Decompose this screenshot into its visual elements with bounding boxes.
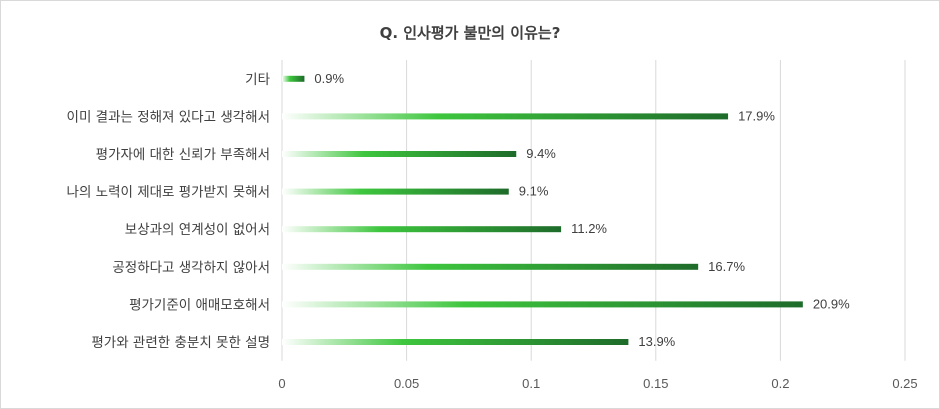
x-tick-label: 0: [278, 376, 285, 391]
category-label: 나의 노력이 제대로 평가받지 못해서: [67, 185, 270, 201]
x-tick-label: 0.1: [522, 376, 540, 391]
category-label: 평가와 관련한 충분치 못한 설명: [91, 335, 270, 351]
bar: [282, 263, 699, 270]
bar: [282, 226, 562, 233]
data-label: 0.9%: [314, 71, 344, 86]
category-label: 이미 결과는 정해져 있다고 생각해서: [67, 109, 270, 125]
bars-layer: [282, 75, 803, 345]
data-label: 9.1%: [519, 184, 549, 199]
category-label: 평가자에 대한 신뢰가 부족해서: [96, 147, 270, 163]
category-label: 공정하다고 생각하지 않아서: [112, 260, 270, 276]
bar: [282, 151, 517, 157]
data-label: 16.7%: [708, 259, 745, 274]
bar: [282, 188, 509, 195]
x-tick-label: 0.05: [394, 376, 419, 391]
x-tick-label: 0.25: [892, 376, 917, 391]
grid-layer: [281, 60, 906, 361]
category-label: 보상과의 연계성이 없어서: [125, 222, 270, 238]
category-label: 기타: [245, 72, 270, 88]
x-tick-label: 0.2: [771, 376, 789, 391]
chart-title: Q. 인사평가 불만의 이유는?: [380, 24, 561, 42]
labels-layer: 0 0.05 0.1 0.15 0.2 0.25 기타 0.9% 이미 결과는 정해져 있다고 …: [67, 71, 918, 391]
data-label: 20.9%: [813, 296, 850, 311]
x-tick-label: 0.15: [643, 376, 668, 391]
bar: [282, 75, 305, 82]
data-label: 13.9%: [638, 334, 675, 349]
category-label: 평가기준이 애매모호해서: [129, 297, 270, 313]
bar: [282, 339, 629, 345]
data-label: 11.2%: [571, 221, 607, 236]
bar: [282, 113, 729, 120]
data-label: 17.9%: [738, 108, 775, 123]
bar: [282, 301, 803, 308]
data-label: 9.4%: [526, 146, 556, 161]
